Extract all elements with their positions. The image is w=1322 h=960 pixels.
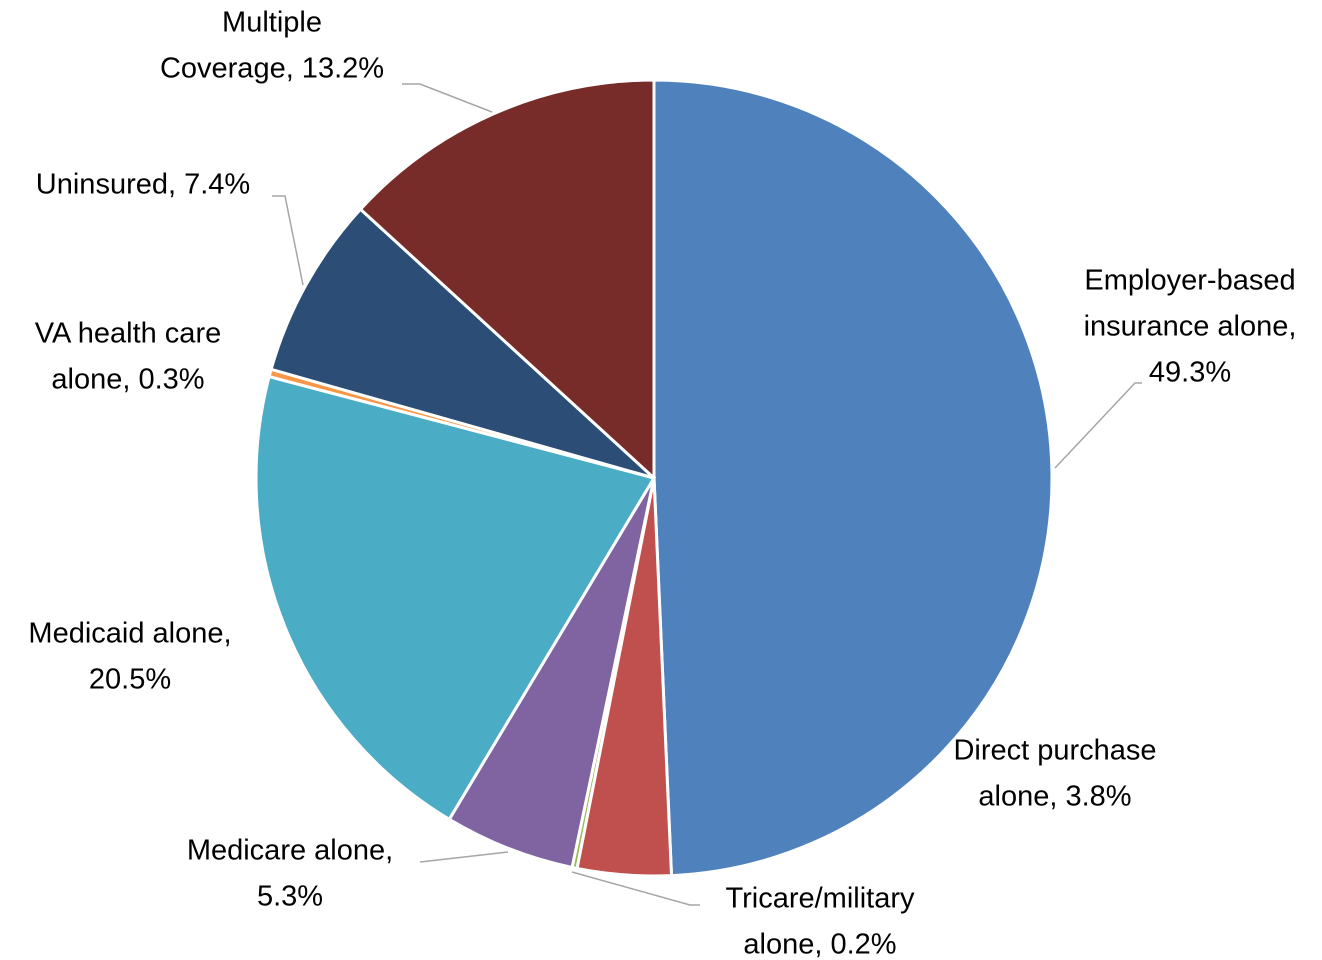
pie-slice <box>652 78 1054 878</box>
data-label: Medicaid alone, <box>28 618 231 650</box>
data-label: Tricare/military <box>725 883 915 915</box>
data-label: alone, 0.2% <box>743 929 896 960</box>
pie-slice <box>254 374 657 822</box>
data-label: Medicare alone, <box>187 835 393 867</box>
data-label: Coverage, 13.2% <box>160 53 384 85</box>
data-label: 49.3% <box>1149 357 1231 389</box>
data-label: insurance alone, <box>1084 311 1297 343</box>
data-label: Uninsured, 7.4% <box>36 169 250 201</box>
data-label: Direct purchase <box>953 735 1156 767</box>
leader-line <box>571 871 700 906</box>
leader-line <box>402 83 493 113</box>
data-label: Multiple <box>222 7 322 39</box>
pie-slice <box>269 207 656 480</box>
leader-line <box>1054 382 1142 469</box>
leader-line <box>419 851 509 863</box>
data-label: alone, 3.8% <box>978 781 1131 813</box>
data-label: alone, 0.3% <box>51 364 204 396</box>
data-label: 5.3% <box>257 881 323 913</box>
data-label: Employer-based <box>1084 265 1295 297</box>
leader-line <box>272 195 304 286</box>
pie-slice <box>358 78 656 482</box>
data-label: VA health care <box>35 318 221 350</box>
data-label: 20.5% <box>89 664 171 696</box>
